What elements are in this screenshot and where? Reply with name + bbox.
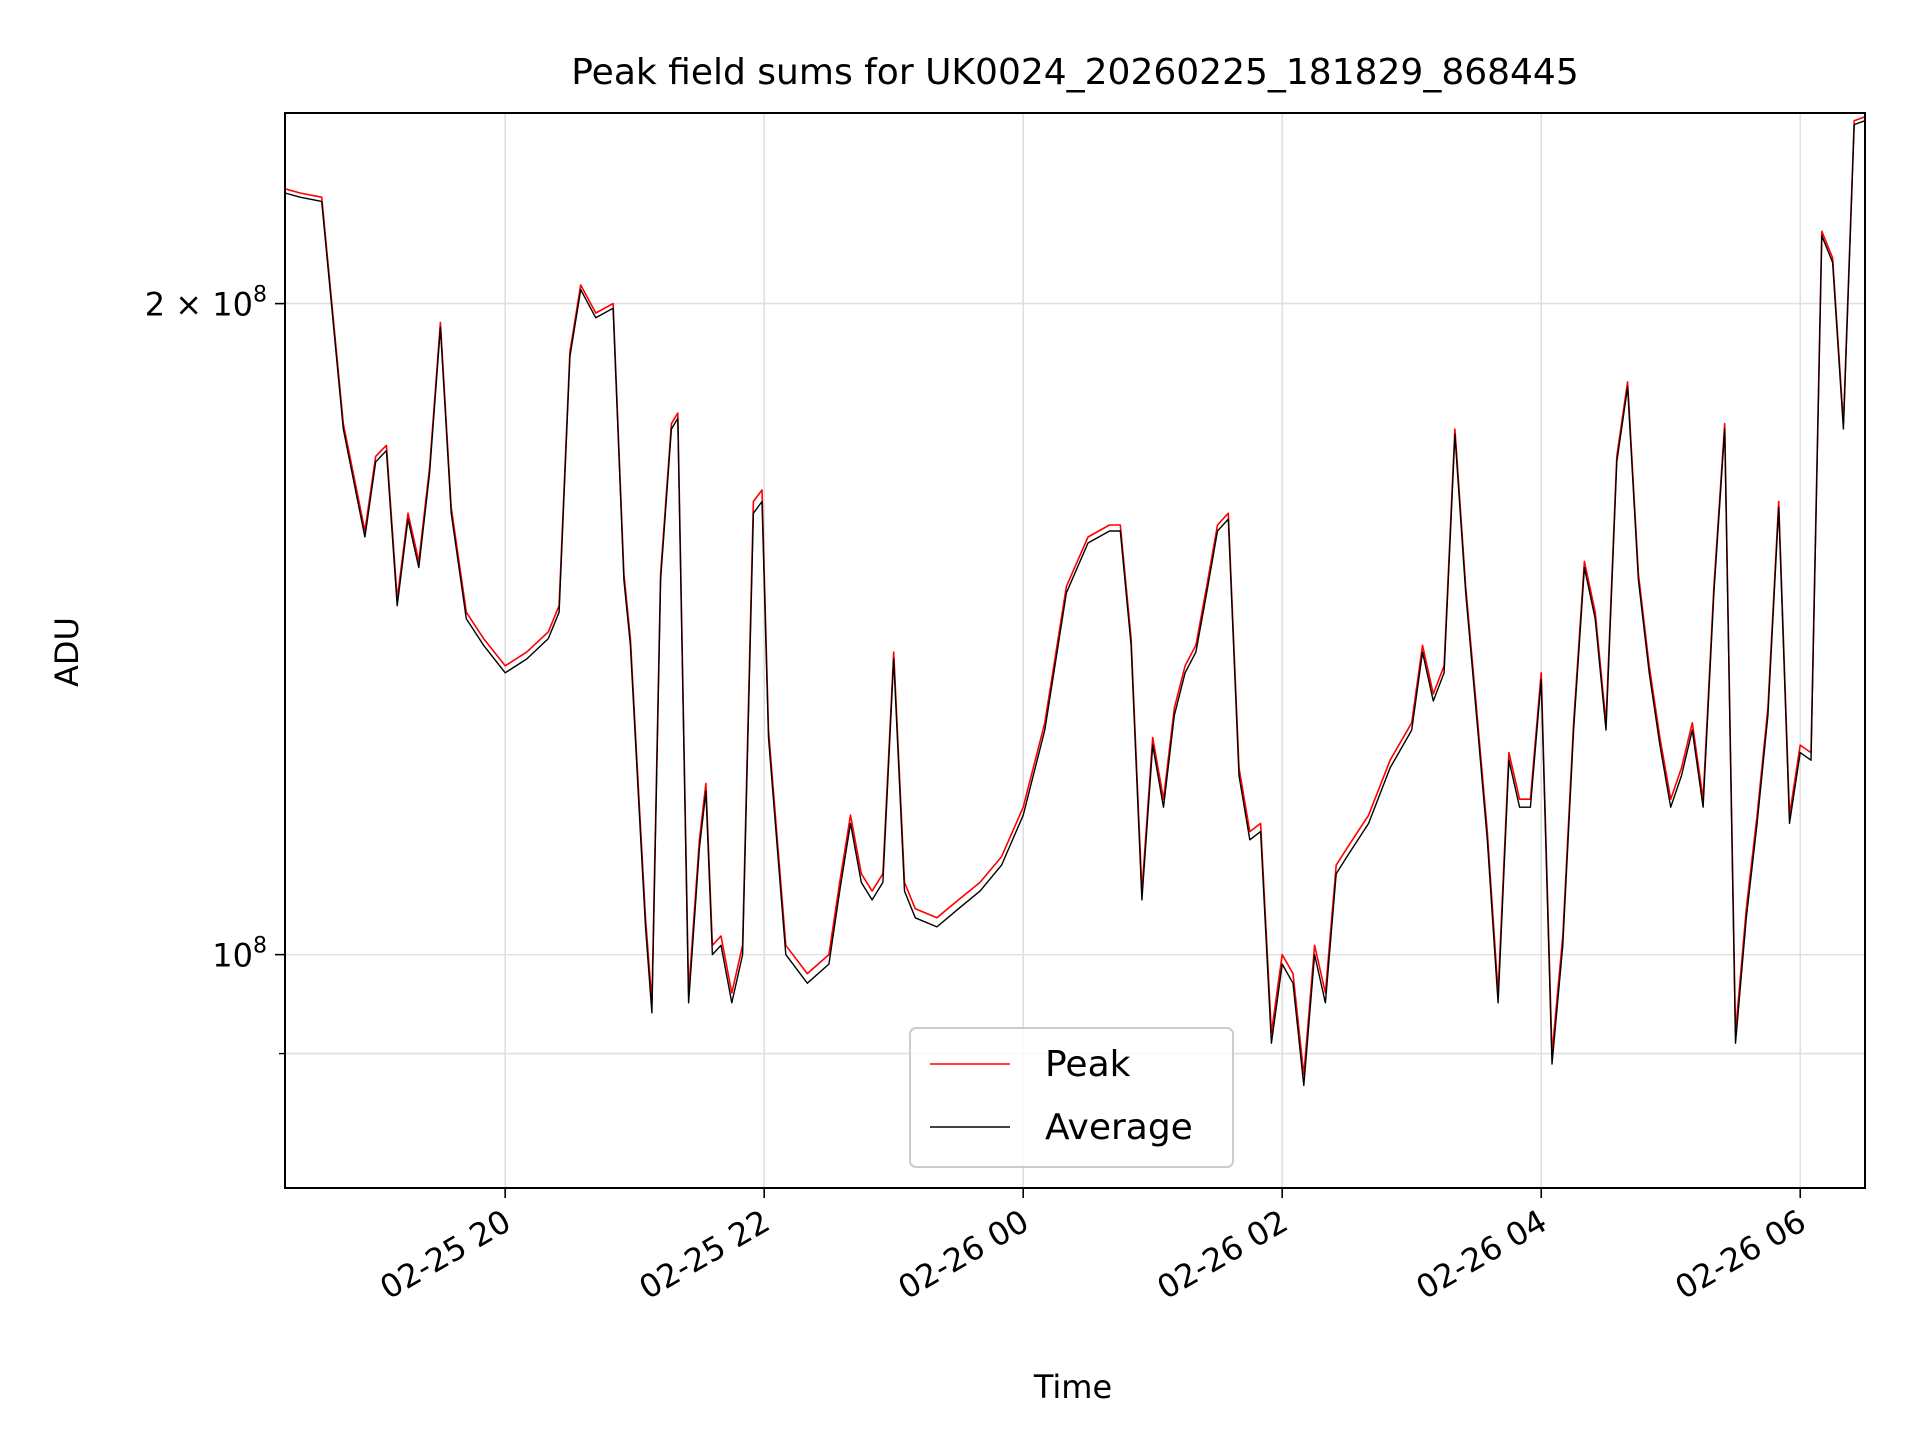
y-axis-label: ADU	[48, 617, 86, 687]
series-line-average	[284, 120, 1866, 1087]
y-tick-label: 108	[212, 934, 267, 975]
legend-label-average: Average	[1045, 1107, 1193, 1148]
x-axis-label: Time	[1033, 1368, 1112, 1406]
chart-title: Peak field sums for UK0024_20260225_1818…	[571, 52, 1579, 93]
legend-label-peak: Peak	[1045, 1044, 1131, 1085]
plot-lines	[284, 116, 1866, 1087]
plot-frame	[284, 112, 1866, 1189]
legend-box	[909, 1027, 1234, 1168]
y-tick-label: 2 × 108	[145, 283, 267, 324]
y-axis: 108 2 × 108	[145, 283, 285, 1055]
legend: Peak Average	[909, 1027, 1234, 1168]
